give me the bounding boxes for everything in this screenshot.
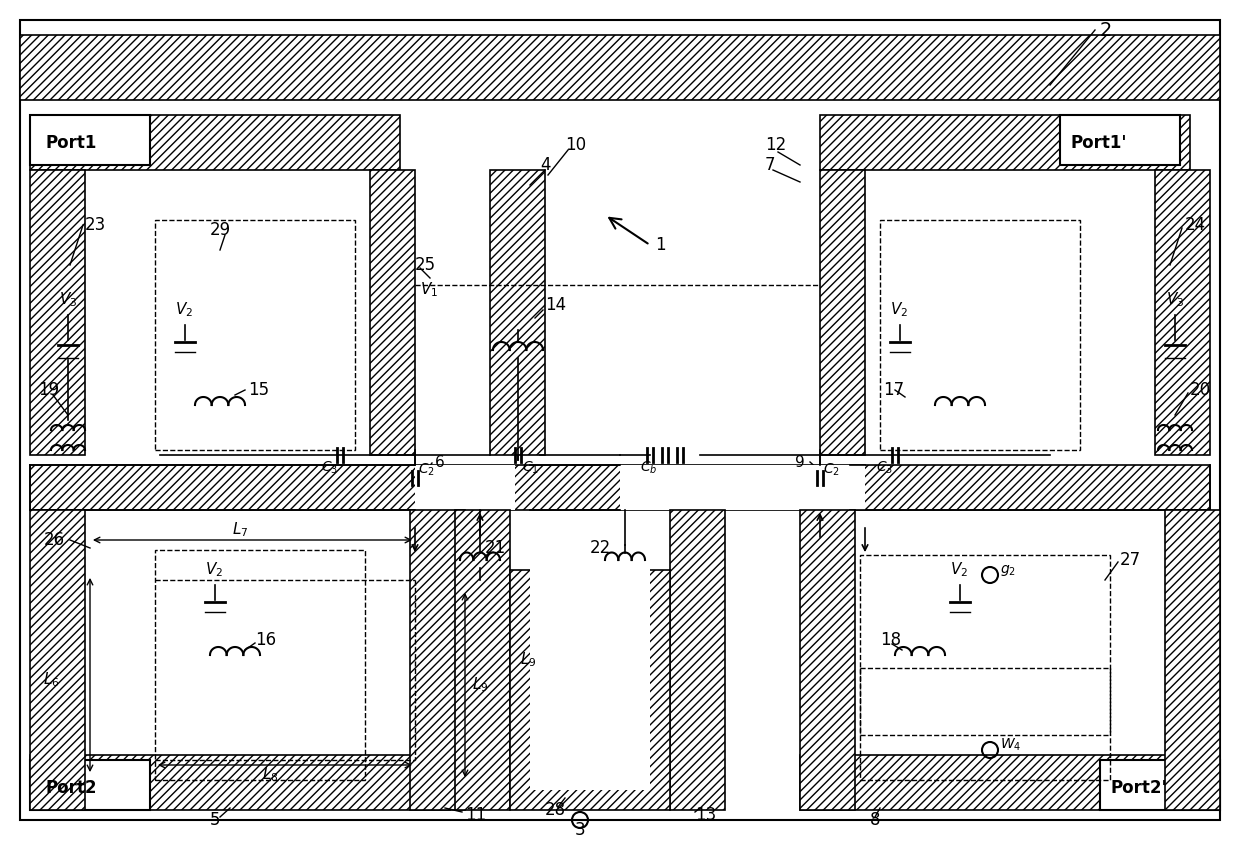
Text: 27: 27 (1120, 551, 1141, 569)
Text: $V_2$: $V_2$ (175, 301, 193, 319)
Text: $L_6$: $L_6$ (43, 671, 60, 690)
Text: $C_2$: $C_2$ (823, 462, 839, 478)
Bar (155, 220, 355, 450)
Text: $C_1$: $C_1$ (522, 459, 539, 476)
Text: $W_4$: $W_4$ (999, 737, 1022, 753)
Text: 20: 20 (1190, 381, 1211, 399)
Bar (820, 170, 866, 455)
Bar (670, 510, 725, 810)
Text: 1: 1 (655, 236, 666, 254)
Bar (415, 465, 515, 510)
Text: Port2: Port2 (45, 779, 97, 797)
Bar (30, 170, 86, 455)
Bar (861, 555, 1110, 780)
Text: Port1: Port1 (45, 134, 97, 152)
Text: $L_7$: $L_7$ (232, 521, 248, 540)
Text: 12: 12 (765, 136, 786, 154)
Text: 18: 18 (880, 631, 901, 649)
Text: 9: 9 (795, 454, 805, 470)
Bar (155, 550, 365, 780)
Bar (30, 510, 86, 810)
Text: $C_2$: $C_2$ (418, 462, 435, 478)
Text: $L_9$: $L_9$ (520, 651, 537, 669)
Bar (510, 570, 670, 810)
Text: 24: 24 (1185, 216, 1207, 234)
Text: 13: 13 (694, 806, 717, 824)
Text: 22: 22 (590, 539, 611, 557)
Text: $V_2$: $V_2$ (205, 561, 223, 579)
Text: 16: 16 (255, 631, 277, 649)
Text: Port1': Port1' (1070, 134, 1126, 152)
Bar (30, 115, 150, 165)
Text: 17: 17 (883, 381, 904, 399)
Bar (1060, 115, 1180, 165)
Text: 29: 29 (210, 221, 231, 239)
Text: 5: 5 (210, 811, 221, 829)
Text: Port2': Port2' (1110, 779, 1167, 797)
Text: $g_2$: $g_2$ (999, 562, 1016, 577)
Bar (30, 115, 401, 170)
Text: $V_2$: $V_2$ (950, 561, 968, 579)
Bar (800, 510, 856, 810)
Text: 19: 19 (38, 381, 60, 399)
Text: $C_b$: $C_b$ (640, 459, 657, 476)
Text: $V_2$: $V_2$ (890, 301, 908, 319)
Bar (455, 510, 510, 810)
Bar (820, 115, 1190, 170)
Bar (490, 170, 546, 455)
Text: $V_1$: $V_1$ (420, 281, 438, 299)
Bar (820, 465, 866, 510)
Text: 28: 28 (546, 801, 567, 819)
Text: 3: 3 (575, 821, 585, 839)
Text: $C_3$: $C_3$ (877, 459, 894, 476)
Text: 2: 2 (1100, 20, 1112, 40)
Text: $C_3$: $C_3$ (321, 459, 339, 476)
Text: 21: 21 (485, 539, 506, 557)
Bar (880, 220, 1080, 450)
Bar (1100, 760, 1220, 810)
Bar (370, 170, 415, 455)
Bar (20, 35, 1220, 100)
Bar (410, 510, 465, 810)
Text: 23: 23 (86, 216, 107, 234)
Bar (620, 465, 849, 510)
Text: 14: 14 (546, 296, 567, 314)
Bar (529, 560, 650, 790)
Text: 10: 10 (565, 136, 587, 154)
Bar (1154, 170, 1210, 455)
Bar (30, 760, 150, 810)
Text: 11: 11 (465, 806, 486, 824)
Bar (30, 465, 1210, 510)
Text: 26: 26 (43, 531, 64, 549)
Text: 15: 15 (248, 381, 269, 399)
Text: 7: 7 (765, 156, 775, 174)
Text: 6: 6 (435, 454, 445, 470)
Text: 25: 25 (415, 256, 436, 274)
Bar (1166, 510, 1220, 810)
Bar (30, 755, 450, 810)
Bar (800, 755, 1220, 810)
Text: $V_3$: $V_3$ (1166, 291, 1184, 309)
Text: 8: 8 (870, 811, 880, 829)
Text: 4: 4 (539, 156, 551, 174)
Text: $L_9$: $L_9$ (472, 675, 489, 695)
Text: $L_8$: $L_8$ (262, 765, 278, 784)
Text: $V_3$: $V_3$ (58, 291, 77, 309)
